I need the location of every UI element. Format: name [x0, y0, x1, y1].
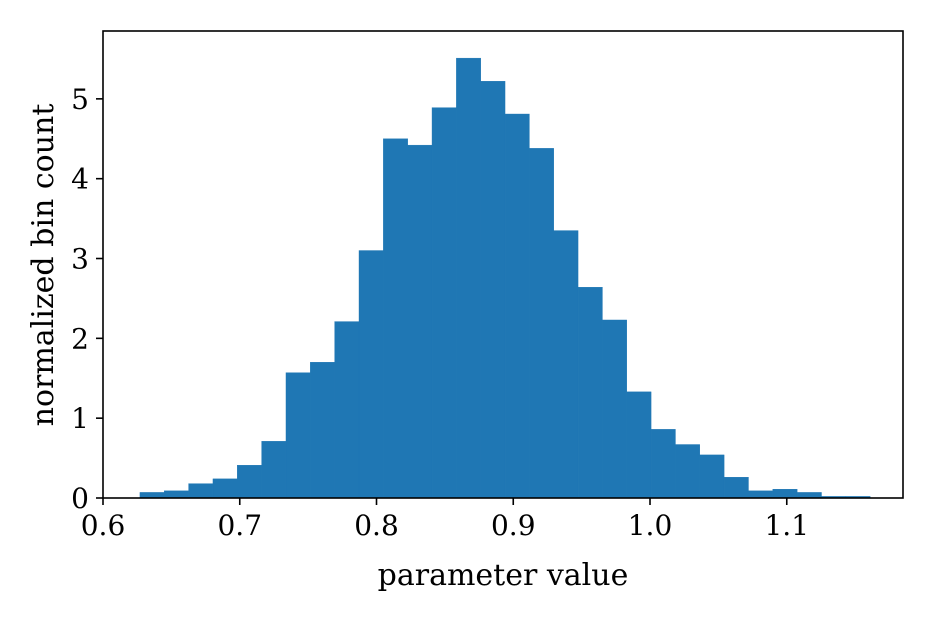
histogram-bar — [383, 138, 408, 499]
histogram-bar — [334, 321, 360, 499]
x-tick-label: 0.9 — [491, 509, 536, 542]
y-axis-ticks: 0 1 2 3 4 5 — [71, 83, 103, 515]
histogram-bar — [748, 490, 774, 499]
histogram-bar — [358, 250, 384, 499]
histogram-bar — [553, 230, 579, 499]
x-tick-label: 0.8 — [354, 509, 399, 542]
histogram-bar — [164, 490, 189, 499]
y-tick-label: 0 — [71, 482, 89, 515]
y-tick-label: 4 — [71, 163, 89, 196]
y-tick-label: 5 — [71, 83, 89, 116]
histogram-bar — [699, 454, 725, 499]
histogram-bar — [796, 492, 822, 499]
y-axis-label: normalized bin count — [26, 104, 61, 427]
y-tick-label: 2 — [71, 322, 89, 355]
histogram-bar — [626, 391, 652, 499]
y-tick-label: 1 — [71, 402, 89, 435]
histogram-bar — [431, 107, 457, 499]
histogram-bar — [602, 319, 627, 499]
histogram-bar — [188, 483, 214, 499]
histogram-bar — [456, 57, 481, 499]
histogram-bar — [504, 113, 530, 499]
x-axis-label: parameter value — [378, 558, 629, 593]
histogram-bars — [139, 57, 871, 499]
histogram-bar — [650, 429, 676, 499]
histogram-bar — [237, 465, 262, 499]
x-tick-label: 0.6 — [81, 509, 126, 542]
histogram-bar — [261, 441, 287, 499]
plot-frame — [102, 30, 904, 499]
histogram-bar — [310, 362, 335, 499]
histogram-bar — [723, 477, 749, 499]
x-tick-label: 1.0 — [628, 509, 673, 542]
histogram-bar — [480, 81, 506, 499]
histogram-bar — [529, 148, 554, 499]
histogram-bar — [407, 144, 433, 499]
histogram-bar — [285, 372, 311, 499]
x-tick-label: 0.7 — [217, 509, 262, 542]
histogram-bar — [577, 287, 603, 499]
x-axis-ticks: 0.6 0.7 0.8 0.9 1.0 1.1 — [81, 498, 809, 542]
histogram-bar — [139, 492, 165, 499]
histogram-bar — [772, 489, 798, 499]
histogram-bar — [675, 444, 700, 499]
y-tick-label: 3 — [71, 243, 89, 276]
x-tick-label: 1.1 — [764, 509, 809, 542]
histogram-bar — [212, 478, 238, 499]
